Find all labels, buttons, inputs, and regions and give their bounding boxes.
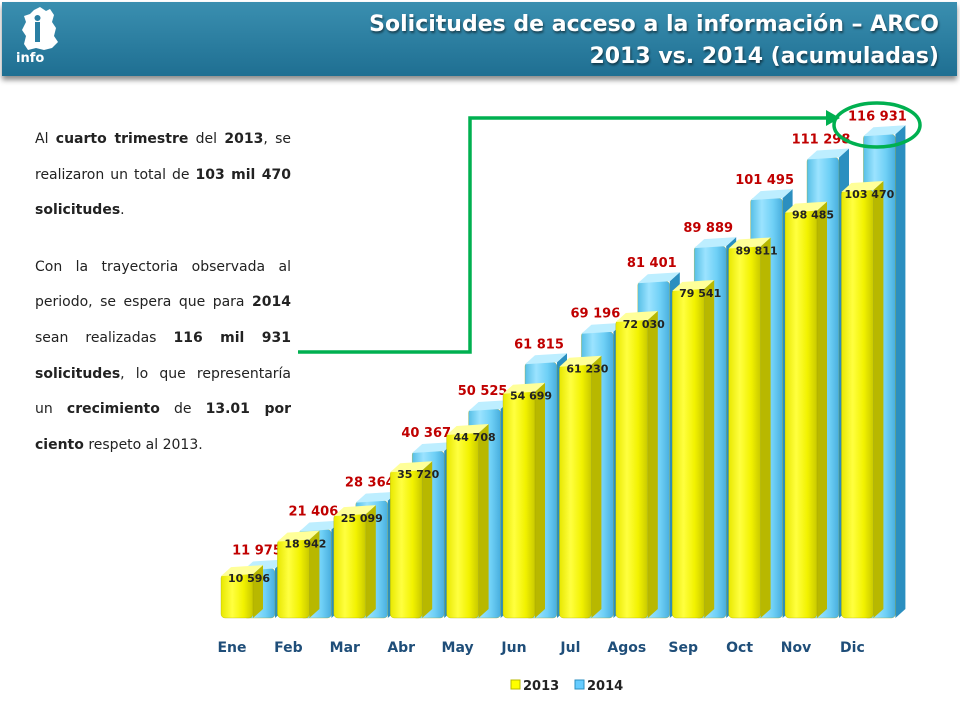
summary-run: , lo que representaría un	[35, 365, 291, 418]
legend-label-2014: 2014	[587, 679, 623, 694]
summary-text: Al cuarto trimestre del 2013, se realiza…	[35, 122, 291, 463]
bar-2013	[220, 565, 263, 619]
legend-swatch-2014	[574, 679, 585, 690]
summary-run: del	[188, 131, 225, 147]
category-label: Ene	[217, 640, 246, 656]
category-label: Feb	[274, 640, 303, 656]
data-label-2014: 11 975	[232, 543, 282, 558]
annotation-arrow	[298, 110, 840, 354]
legend-label-2013: 2013	[523, 679, 559, 694]
bar-2013	[333, 505, 376, 619]
data-label-2014: 111 298	[792, 133, 851, 148]
summary-run: crecimiento	[66, 401, 160, 418]
summary-run: Al	[35, 131, 56, 147]
data-label-2013: 44 708	[454, 431, 496, 444]
data-label-2013: 61 230	[566, 363, 608, 376]
category-label: Oct	[726, 640, 753, 656]
category-label: Dic	[840, 640, 865, 656]
bar-2013	[728, 237, 771, 619]
summary-run: 116 mil 931 solicitudes	[35, 329, 291, 382]
bar-2013	[277, 530, 320, 619]
bar-2013	[615, 311, 658, 619]
bar-2013	[784, 201, 827, 619]
data-label-2013: 54 699	[510, 390, 552, 403]
page-title: Solicitudes de acceso a la información –…	[369, 12, 939, 37]
data-label-2014: 50 525	[458, 384, 508, 399]
bar-2013	[390, 461, 433, 619]
header-banner: info Solicitudes de acceso a la informac…	[2, 2, 957, 76]
category-label: May	[442, 640, 474, 656]
data-label-2014: 89 889	[683, 221, 733, 236]
data-label-2013: 103 470	[845, 188, 895, 201]
summary-run: 2014	[252, 294, 291, 311]
summary-run: Con la trayectoria observada al periodo,…	[35, 258, 291, 311]
data-label-2014: 40 367	[401, 426, 451, 441]
category-label: Abr	[387, 640, 415, 656]
infodf-logo-icon	[22, 7, 58, 50]
bar-2013	[672, 279, 715, 619]
category-label: Nov	[781, 640, 811, 656]
category-label: Agos	[607, 640, 646, 656]
summary-run: , se realizaron un total de	[35, 131, 291, 183]
category-label: Jul	[559, 640, 580, 656]
legend-swatch-2013	[510, 679, 521, 690]
data-label-2014: 69 196	[571, 307, 621, 322]
data-label-2013: 18 942	[284, 538, 326, 551]
data-label-2013: 89 811	[736, 244, 778, 257]
bar-2013	[841, 180, 884, 619]
data-label-2014: 116 931	[848, 109, 907, 124]
category-label: Sep	[668, 640, 698, 656]
summary-run: respeto al 2013.	[83, 436, 203, 453]
page-subtitle: 2013 vs. 2014 (acumuladas)	[589, 44, 939, 69]
summary-run: .	[120, 202, 125, 219]
summary-run: de	[159, 401, 206, 418]
summary-run: 103 mil 470 solicitudes	[35, 166, 292, 219]
data-label-2013: 10 596	[228, 572, 270, 585]
summary-run: 2013	[224, 131, 264, 147]
data-label-2014: 21 406	[289, 504, 339, 519]
chart-legend: 2013 2014	[510, 679, 623, 694]
data-label-2014: 28 364	[345, 476, 395, 491]
summary-paragraph-1: Al cuarto trimestre del 2013, se realiza…	[35, 122, 291, 229]
summary-run: cuarto trimestre	[55, 131, 189, 147]
summary-run: 13.01 por ciento	[35, 401, 292, 453]
category-label: Mar	[330, 640, 360, 656]
data-label-2013: 25 099	[341, 512, 383, 525]
data-label-2013: 72 030	[623, 318, 665, 331]
data-label-2014: 81 401	[627, 256, 677, 271]
data-label-2014: 61 815	[514, 337, 564, 352]
bar-2013	[502, 382, 545, 619]
data-label-2013: 35 720	[397, 468, 439, 481]
category-label: Jun	[500, 640, 526, 656]
data-label-2013: 79 541	[679, 287, 721, 300]
bar-2013	[446, 424, 489, 619]
logo-text: info	[16, 51, 45, 66]
data-label-2013: 98 485	[792, 209, 834, 222]
summary-run: sean realizadas	[35, 329, 174, 346]
data-label-2014: 101 495	[735, 173, 794, 188]
summary-paragraph-2: Con la trayectoria observada al periodo,…	[35, 250, 291, 464]
bar-2013	[559, 355, 602, 619]
highlight-ellipse	[832, 101, 922, 149]
